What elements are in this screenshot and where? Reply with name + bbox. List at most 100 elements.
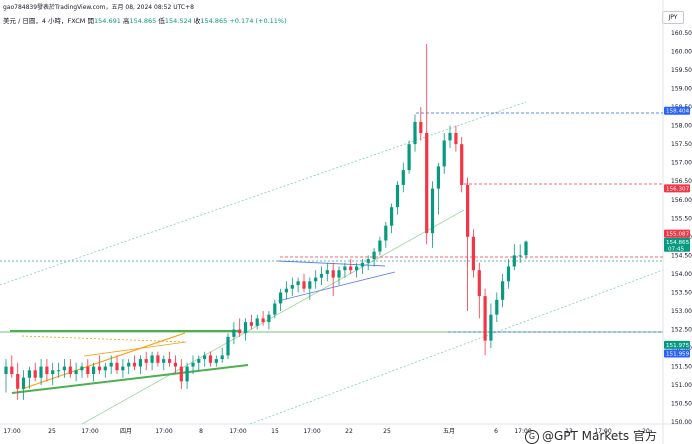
candle-body: [267, 314, 271, 323]
candle-body: [4, 366, 8, 374]
price-tag-label: 151.975: [666, 343, 690, 349]
time-tick-label: 17:00: [303, 428, 320, 435]
candle-body: [261, 318, 265, 323]
candle-body: [185, 366, 189, 382]
candle-body: [395, 184, 400, 208]
time-tick-label: 15: [271, 428, 279, 435]
candle-body: [249, 322, 253, 326]
candle-body: [173, 362, 177, 367]
candle-body: [16, 374, 20, 389]
candle-body: [495, 299, 499, 315]
watermark-text: @GPT Markets 官方: [542, 429, 657, 443]
price-tick-label: 153.500: [671, 289, 692, 296]
price-tick-label: 151.000: [671, 382, 692, 389]
price-tick-label: 158.000: [671, 123, 692, 130]
candle-body: [27, 370, 31, 378]
time-tick-label: 17:00: [3, 428, 20, 435]
symbol-line[interactable]: 美元 / 日圓，4 小時，FXCM: [3, 17, 86, 25]
candle-body: [156, 355, 160, 363]
time-tick-label: 17:00: [81, 428, 98, 435]
time-tick-label: 8: [199, 428, 203, 435]
candle-body: [191, 362, 195, 367]
candle-body: [477, 270, 481, 297]
candle-body: [238, 329, 242, 334]
candle-body: [179, 366, 183, 382]
orange-wedge-upper: [21, 335, 187, 343]
ohlc-high-value: 154.865: [129, 17, 157, 25]
time-tick-label: 6: [494, 428, 498, 435]
candle-body: [109, 362, 113, 367]
candle-body: [68, 366, 72, 374]
watermark-logo-icon: G: [525, 429, 539, 444]
price-tick-label: 155.500: [671, 215, 692, 222]
time-tick-label: 17:00: [594, 428, 611, 435]
time-tick-label: 17:00: [229, 428, 246, 435]
candle-body: [33, 370, 37, 378]
candle-body: [45, 366, 49, 374]
chart-legend: 美元 / 日圓，4 小時，FXCM 開154.691 高154.865 低154…: [3, 15, 287, 25]
candle-body: [284, 288, 288, 293]
time-tick-label: 13: [565, 428, 573, 435]
time-tick-label: 25: [48, 428, 56, 435]
candle-body: [162, 359, 166, 363]
candle-body: [448, 133, 452, 141]
candle-body: [483, 296, 487, 341]
ohlc-close-label: 收: [193, 17, 201, 25]
lower-channel-line: [249, 269, 664, 425]
candle-body: [384, 225, 388, 241]
price-tag-label: 155.087: [666, 232, 690, 238]
candle-body: [21, 377, 26, 389]
candle-body: [419, 121, 423, 133]
candle-body: [314, 277, 318, 282]
candle-body: [471, 236, 475, 271]
candle-body: [466, 184, 470, 237]
price-tag: [664, 106, 690, 115]
candle-body: [337, 270, 341, 278]
rising-trend-line: [81, 209, 465, 425]
candle-body: [86, 366, 90, 374]
candle-body: [378, 240, 382, 252]
candle-body: [144, 359, 148, 363]
candle-body: [10, 366, 14, 374]
price-tag: [664, 349, 690, 358]
candle-body: [103, 366, 107, 371]
candle-body: [80, 366, 84, 371]
watermark: G @GPT Markets 官方: [525, 427, 657, 444]
price-tick-label: 159.000: [671, 86, 692, 93]
time-tick-label: 25: [383, 428, 391, 435]
candle-body: [524, 241, 528, 256]
candle-body: [349, 266, 353, 271]
price-tick-label: 150.000: [671, 419, 692, 426]
time-tick-label: 20: [642, 428, 650, 435]
price-tag-label: 151.959: [666, 352, 690, 358]
candle-body: [360, 262, 364, 267]
candle-body: [489, 314, 493, 341]
candle-body: [506, 266, 511, 282]
price-tag: [664, 340, 690, 349]
price-tick-label: 151.500: [671, 364, 692, 371]
candle-body: [132, 362, 137, 367]
price-tick-label: 157.500: [671, 141, 692, 148]
candle-body: [366, 259, 370, 263]
candle-body: [74, 370, 78, 374]
price-tick-label: 154.000: [671, 271, 692, 278]
candle-body: [220, 355, 224, 360]
candle-body: [97, 366, 102, 371]
price-tag: [664, 237, 690, 252]
candle-body: [425, 133, 429, 234]
price-tick-label: 156.500: [671, 178, 692, 185]
candle-body: [331, 270, 335, 278]
price-tag: [664, 184, 690, 193]
orange-wedge-mid: [83, 341, 187, 357]
candle-body: [214, 359, 218, 363]
candle-body: [62, 366, 66, 371]
price-tick-label: 153.000: [671, 308, 692, 315]
ohlc-open-label: 開: [87, 17, 94, 25]
candle-body: [138, 359, 142, 367]
price-tag: [664, 229, 690, 238]
candle-body: [279, 292, 283, 304]
candle-body: [121, 366, 125, 371]
candle-body: [401, 170, 405, 185]
candle-body: [208, 355, 213, 363]
